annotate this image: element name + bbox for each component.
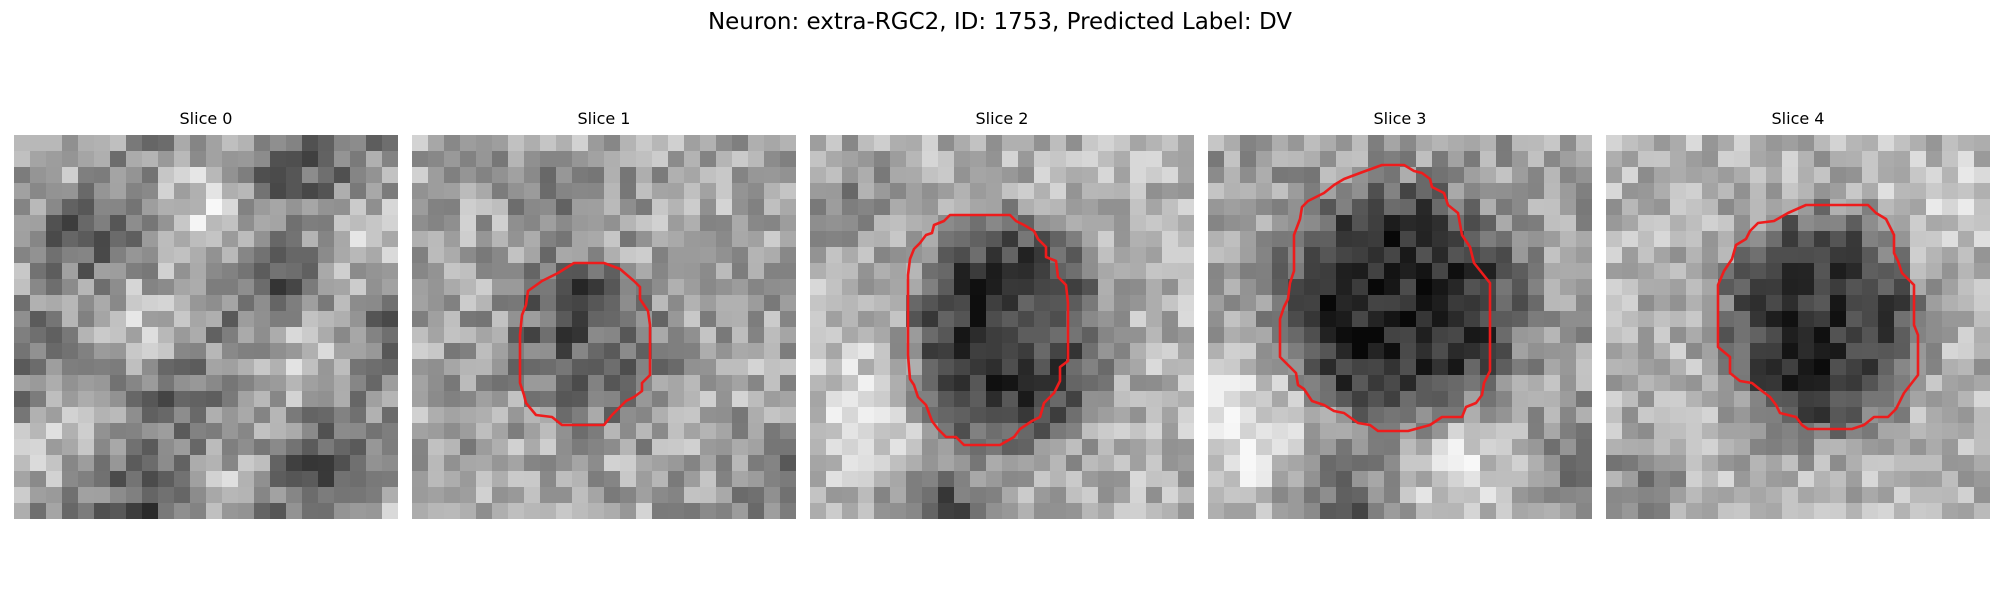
slice-image-2 — [810, 135, 1194, 519]
slice-image-1 — [412, 135, 796, 519]
slice-image-4 — [1606, 135, 1990, 519]
slice-image-0 — [14, 135, 398, 519]
slice-title-4: Slice 4 — [1771, 109, 1825, 128]
figure-title: Neuron: extra-RGC2, ID: 1753, Predicted … — [707, 9, 1293, 35]
slice-title-0: Slice 0 — [179, 109, 233, 128]
slice-title-2: Slice 2 — [975, 109, 1029, 128]
slice-title-3: Slice 3 — [1373, 109, 1427, 128]
slice-image-3 — [1208, 135, 1592, 519]
slice-title-1: Slice 1 — [577, 109, 631, 128]
